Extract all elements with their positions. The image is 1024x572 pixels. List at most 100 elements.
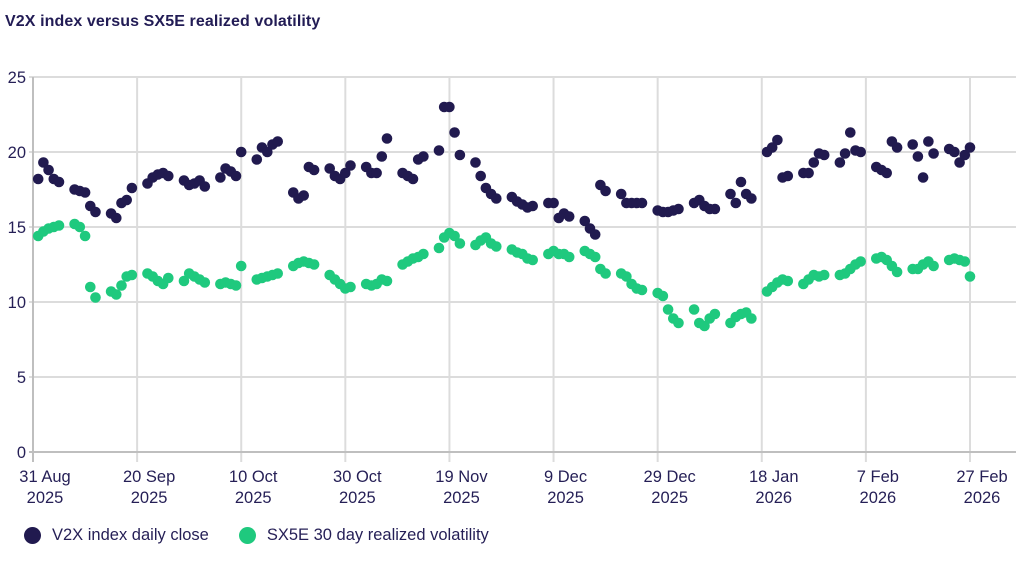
y-tick-label: 0 [17, 444, 26, 462]
x-tick-label-date: 19 Nov [435, 468, 488, 486]
v2x-data-point [433, 145, 445, 156]
chart-legend: V2X index daily close SX5E 30 day realiz… [24, 526, 489, 545]
v2x-data-point [928, 148, 939, 159]
sx5e-data-point [111, 289, 122, 300]
sx5e-data-point [454, 238, 466, 249]
v2x-data-point [262, 146, 273, 158]
sx5e-data-point [673, 317, 684, 329]
v2x-data-point [53, 176, 65, 188]
sx5e-data-point [178, 275, 190, 287]
v2x-data-point [324, 163, 336, 174]
sx5e-data-point [90, 292, 101, 303]
v2x-data-point [444, 101, 455, 113]
v2x-data-point [855, 146, 866, 158]
v2x-data-point [470, 157, 481, 168]
v2x-data-point [766, 142, 778, 153]
v2x-data-point [709, 203, 721, 215]
sx5e-data-point [85, 281, 96, 293]
sx5e-data-point [116, 280, 127, 291]
v2x-data-point [111, 212, 122, 224]
x-tick-label-year: 2026 [860, 489, 897, 507]
v2x-data-point [527, 200, 538, 212]
v2x-data-point [308, 164, 320, 176]
v2x-data-point [845, 127, 856, 138]
sx5e-data-point [126, 269, 138, 281]
v2x-data-point [32, 173, 44, 185]
v2x-data-point [803, 167, 814, 179]
v2x-data-point [959, 149, 971, 161]
v2x-data-point [563, 211, 575, 222]
v2x-data-point [589, 229, 601, 240]
sx5e-data-point [491, 241, 502, 252]
x-tick-label-date: 10 Oct [229, 468, 278, 486]
v2x-data-point [491, 193, 502, 204]
sx5e-data-point [746, 313, 757, 324]
sx5e-data-point [79, 230, 91, 242]
sx5e-legend-dot-icon [238, 527, 256, 544]
sx5e-data-point [418, 248, 429, 260]
sx5e-data-point [688, 304, 700, 315]
sx5e-data-point [433, 242, 445, 254]
v2x-data-point [418, 151, 429, 162]
v2x-data-point [808, 157, 820, 168]
sx5e-data-point [527, 254, 538, 266]
v2x-data-point [340, 167, 351, 179]
sx5e-data-point [589, 251, 601, 263]
axes [29, 77, 1016, 462]
sx5e-data-point [163, 272, 174, 284]
v2x-data-point [126, 182, 138, 194]
v2x-data-point [43, 164, 54, 176]
sx5e-data-point [449, 230, 460, 242]
x-tick-label-year: 2025 [235, 489, 272, 507]
v2x-data-point [725, 188, 736, 200]
x-tick-label-year: 2025 [443, 489, 480, 507]
gridlines [29, 76, 1016, 462]
sx5e-data-point [818, 269, 830, 281]
x-tick-label-year: 2025 [27, 489, 64, 507]
y-tick-label: 15 [8, 219, 26, 237]
v2x-data-point [818, 149, 830, 161]
x-tick-label-year: 2026 [964, 489, 1001, 507]
x-tick-label-date: 27 Feb [956, 468, 1007, 486]
v2x-data-point [163, 170, 174, 182]
sx5e-data-point [636, 284, 648, 296]
x-tick-label-year: 2025 [131, 489, 168, 507]
v2x-data-point [735, 176, 747, 188]
sx5e-data-point [621, 271, 632, 282]
v2x-data-point [298, 190, 310, 201]
v2x-data-point [251, 154, 263, 165]
x-tick-label-date: 7 Feb [857, 468, 899, 486]
v2x-data-point [923, 136, 934, 147]
v2x-data-point [673, 203, 684, 215]
sx5e-data-point [53, 220, 65, 231]
sx5e-data-point [782, 275, 794, 287]
v2x-data-point [230, 170, 242, 182]
sx5e-data-point [345, 281, 356, 293]
legend-item-v2x: V2X index daily close [24, 526, 209, 545]
v2x-legend-dot-icon [24, 527, 41, 544]
x-tick-label-date: 20 Sep [123, 468, 175, 486]
v2x-data-point [912, 151, 924, 162]
v2x-data-point [407, 173, 419, 185]
v2x-data-point [272, 136, 284, 147]
sx5e-data-point [230, 280, 242, 291]
sx5e-data-point [199, 277, 211, 288]
x-tick-label-date: 18 Jan [749, 468, 799, 486]
v2x-data-point [345, 160, 356, 171]
v2x-data-point [907, 139, 918, 150]
sx5e-data-point [699, 320, 710, 332]
chart-title: V2X index versus SX5E realized volatilit… [5, 13, 321, 30]
v2x-data-point [79, 187, 91, 198]
sx5e-data-point [563, 251, 575, 263]
v2x-data-point [376, 151, 388, 162]
x-tick-label-year: 2025 [651, 489, 688, 507]
y-tick-label: 10 [8, 294, 26, 312]
sx5e-data-point [235, 260, 247, 272]
x-tick-label-date: 9 Dec [544, 468, 587, 486]
v2x-points [32, 101, 976, 240]
v2x-data-point [730, 197, 742, 209]
x-tick-label-date: 30 Oct [333, 468, 382, 486]
v2x-data-point [917, 172, 929, 183]
